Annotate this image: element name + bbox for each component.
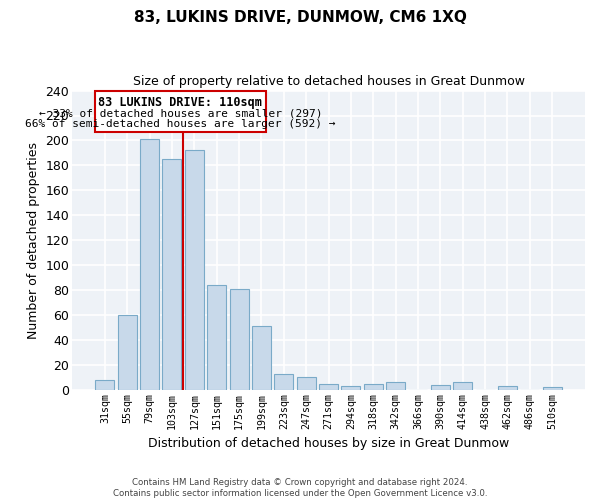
Bar (431, 385, 450, 390)
Bar (498, 386, 517, 390)
Bar (95, 380, 115, 390)
Bar (296, 378, 316, 390)
Bar (163, 159, 181, 390)
Bar (118, 315, 137, 390)
Text: 66% of semi-detached houses are larger (592) →: 66% of semi-detached houses are larger (… (25, 119, 335, 129)
Bar (542, 388, 562, 390)
Bar (453, 382, 472, 390)
Bar (274, 374, 293, 390)
Text: 83 LUKINS DRIVE: 110sqm: 83 LUKINS DRIVE: 110sqm (98, 96, 262, 108)
X-axis label: Distribution of detached houses by size in Great Dunmow: Distribution of detached houses by size … (148, 437, 509, 450)
Bar (319, 384, 338, 390)
Bar (230, 289, 248, 390)
Bar (207, 285, 226, 390)
Bar (140, 139, 159, 390)
Text: ← 33% of detached houses are smaller (297): ← 33% of detached houses are smaller (29… (38, 108, 322, 118)
Title: Size of property relative to detached houses in Great Dunmow: Size of property relative to detached ho… (133, 75, 524, 88)
Y-axis label: Number of detached properties: Number of detached properties (27, 142, 40, 338)
Bar (341, 386, 361, 390)
Bar (185, 150, 204, 390)
FancyBboxPatch shape (95, 90, 266, 132)
Bar (386, 382, 405, 390)
Bar (252, 326, 271, 390)
Text: Contains HM Land Registry data © Crown copyright and database right 2024.
Contai: Contains HM Land Registry data © Crown c… (113, 478, 487, 498)
Text: 83, LUKINS DRIVE, DUNMOW, CM6 1XQ: 83, LUKINS DRIVE, DUNMOW, CM6 1XQ (134, 10, 466, 25)
Bar (364, 384, 383, 390)
